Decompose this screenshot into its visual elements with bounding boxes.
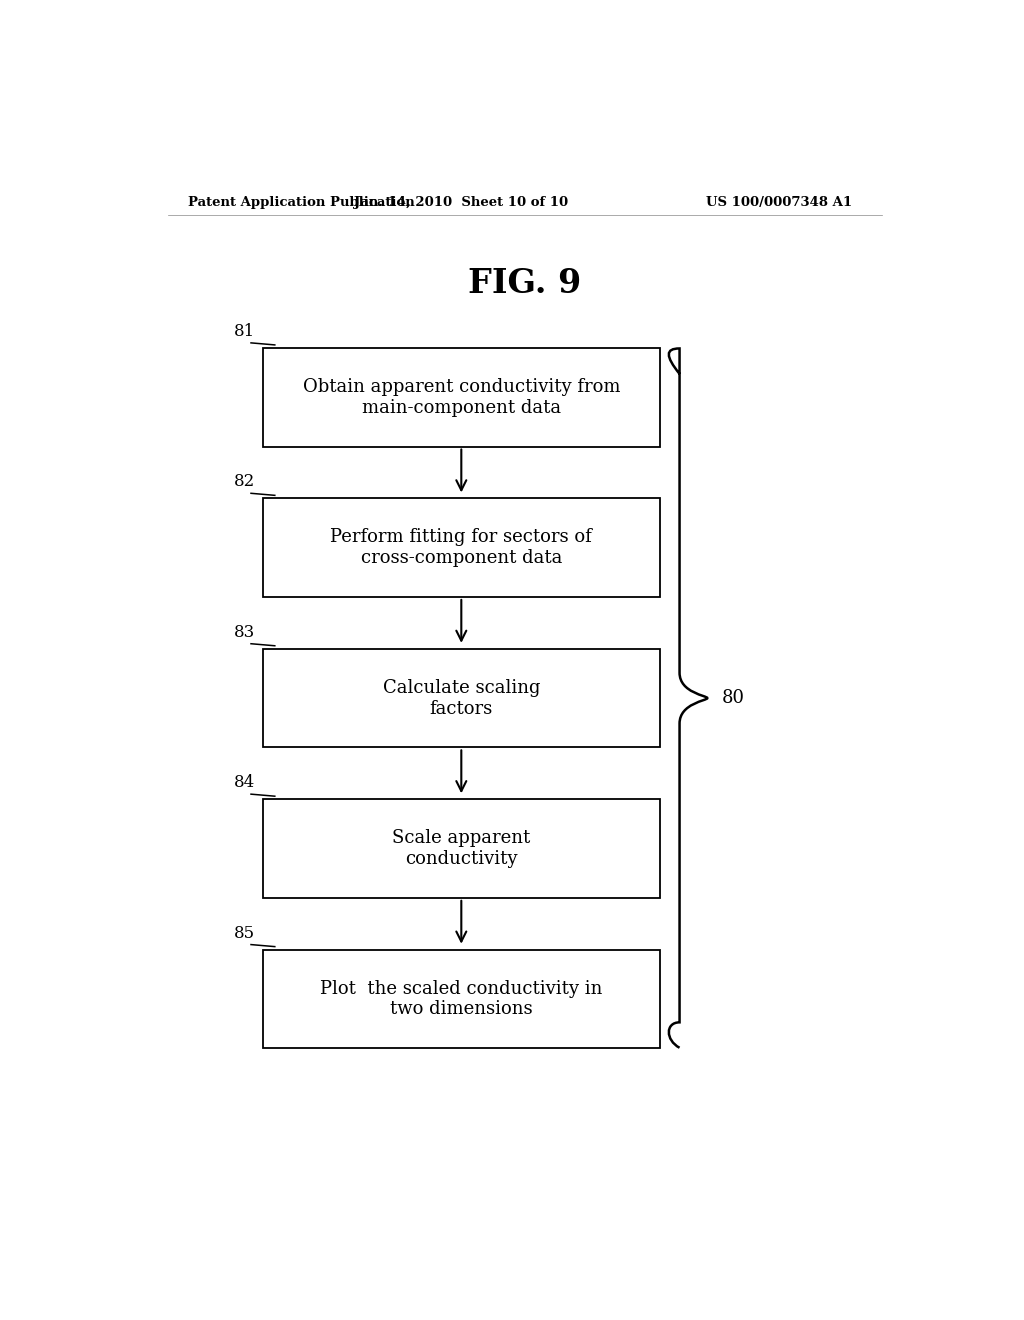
Text: 81: 81 [233,323,255,339]
Text: Calculate scaling
factors: Calculate scaling factors [383,678,540,718]
Text: 84: 84 [233,774,255,791]
Text: 83: 83 [233,623,255,640]
Text: US 100/0007348 A1: US 100/0007348 A1 [706,195,852,209]
Text: Scale apparent
conductivity: Scale apparent conductivity [392,829,530,869]
Text: Plot  the scaled conductivity in
two dimensions: Plot the scaled conductivity in two dime… [321,979,602,1018]
Text: 80: 80 [722,689,744,708]
Text: Jan. 14, 2010  Sheet 10 of 10: Jan. 14, 2010 Sheet 10 of 10 [354,195,568,209]
Text: Perform fitting for sectors of
cross-component data: Perform fitting for sectors of cross-com… [331,528,592,568]
FancyBboxPatch shape [263,499,659,597]
Text: FIG. 9: FIG. 9 [468,267,582,300]
Text: 85: 85 [233,924,255,941]
FancyBboxPatch shape [263,649,659,747]
FancyBboxPatch shape [263,348,659,446]
FancyBboxPatch shape [263,799,659,898]
Text: 82: 82 [233,474,255,490]
Text: Obtain apparent conductivity from
main-component data: Obtain apparent conductivity from main-c… [302,378,621,417]
FancyBboxPatch shape [263,949,659,1048]
Text: Patent Application Publication: Patent Application Publication [187,195,415,209]
